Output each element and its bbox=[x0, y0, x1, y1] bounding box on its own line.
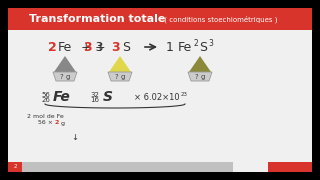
Text: 56: 56 bbox=[41, 91, 50, 98]
FancyBboxPatch shape bbox=[8, 8, 312, 30]
Text: ( conditions stoechiométriques ): ( conditions stoechiométriques ) bbox=[162, 15, 278, 23]
FancyBboxPatch shape bbox=[8, 162, 22, 172]
Text: 56 ×: 56 × bbox=[37, 120, 52, 125]
Text: Transformation totale: Transformation totale bbox=[29, 14, 165, 24]
Polygon shape bbox=[108, 72, 132, 81]
Text: 2: 2 bbox=[48, 40, 56, 53]
Text: × 6.02×10: × 6.02×10 bbox=[134, 93, 180, 102]
Text: S: S bbox=[103, 90, 113, 104]
Polygon shape bbox=[54, 56, 76, 72]
Text: 32: 32 bbox=[90, 91, 99, 98]
Text: Fe: Fe bbox=[58, 40, 72, 53]
Text: 2: 2 bbox=[194, 39, 198, 48]
Text: 26: 26 bbox=[41, 96, 50, 102]
Polygon shape bbox=[188, 72, 212, 81]
Text: 16: 16 bbox=[90, 96, 99, 102]
Text: Fe: Fe bbox=[53, 90, 71, 104]
FancyBboxPatch shape bbox=[8, 162, 233, 172]
Text: ? g: ? g bbox=[115, 74, 125, 80]
Text: 3: 3 bbox=[84, 40, 92, 53]
Polygon shape bbox=[189, 56, 211, 72]
FancyBboxPatch shape bbox=[8, 8, 312, 172]
Text: +: + bbox=[95, 40, 105, 53]
Text: 23: 23 bbox=[180, 92, 188, 97]
Text: Fe: Fe bbox=[178, 40, 192, 53]
Polygon shape bbox=[109, 56, 131, 72]
Text: 1: 1 bbox=[166, 40, 174, 53]
Text: 2: 2 bbox=[55, 120, 59, 125]
Text: ? g: ? g bbox=[60, 74, 70, 80]
Text: 2: 2 bbox=[13, 165, 17, 170]
Text: 3: 3 bbox=[209, 39, 213, 48]
Text: + 3: + 3 bbox=[81, 40, 103, 53]
Text: g: g bbox=[59, 120, 65, 125]
Text: ↓: ↓ bbox=[71, 134, 78, 143]
Text: 3: 3 bbox=[111, 40, 119, 53]
FancyBboxPatch shape bbox=[268, 162, 312, 172]
Text: ? g: ? g bbox=[195, 74, 205, 80]
Text: S: S bbox=[199, 40, 207, 53]
Polygon shape bbox=[53, 72, 77, 81]
Text: S: S bbox=[122, 40, 130, 53]
Text: 2 mol de Fe: 2 mol de Fe bbox=[27, 114, 63, 120]
